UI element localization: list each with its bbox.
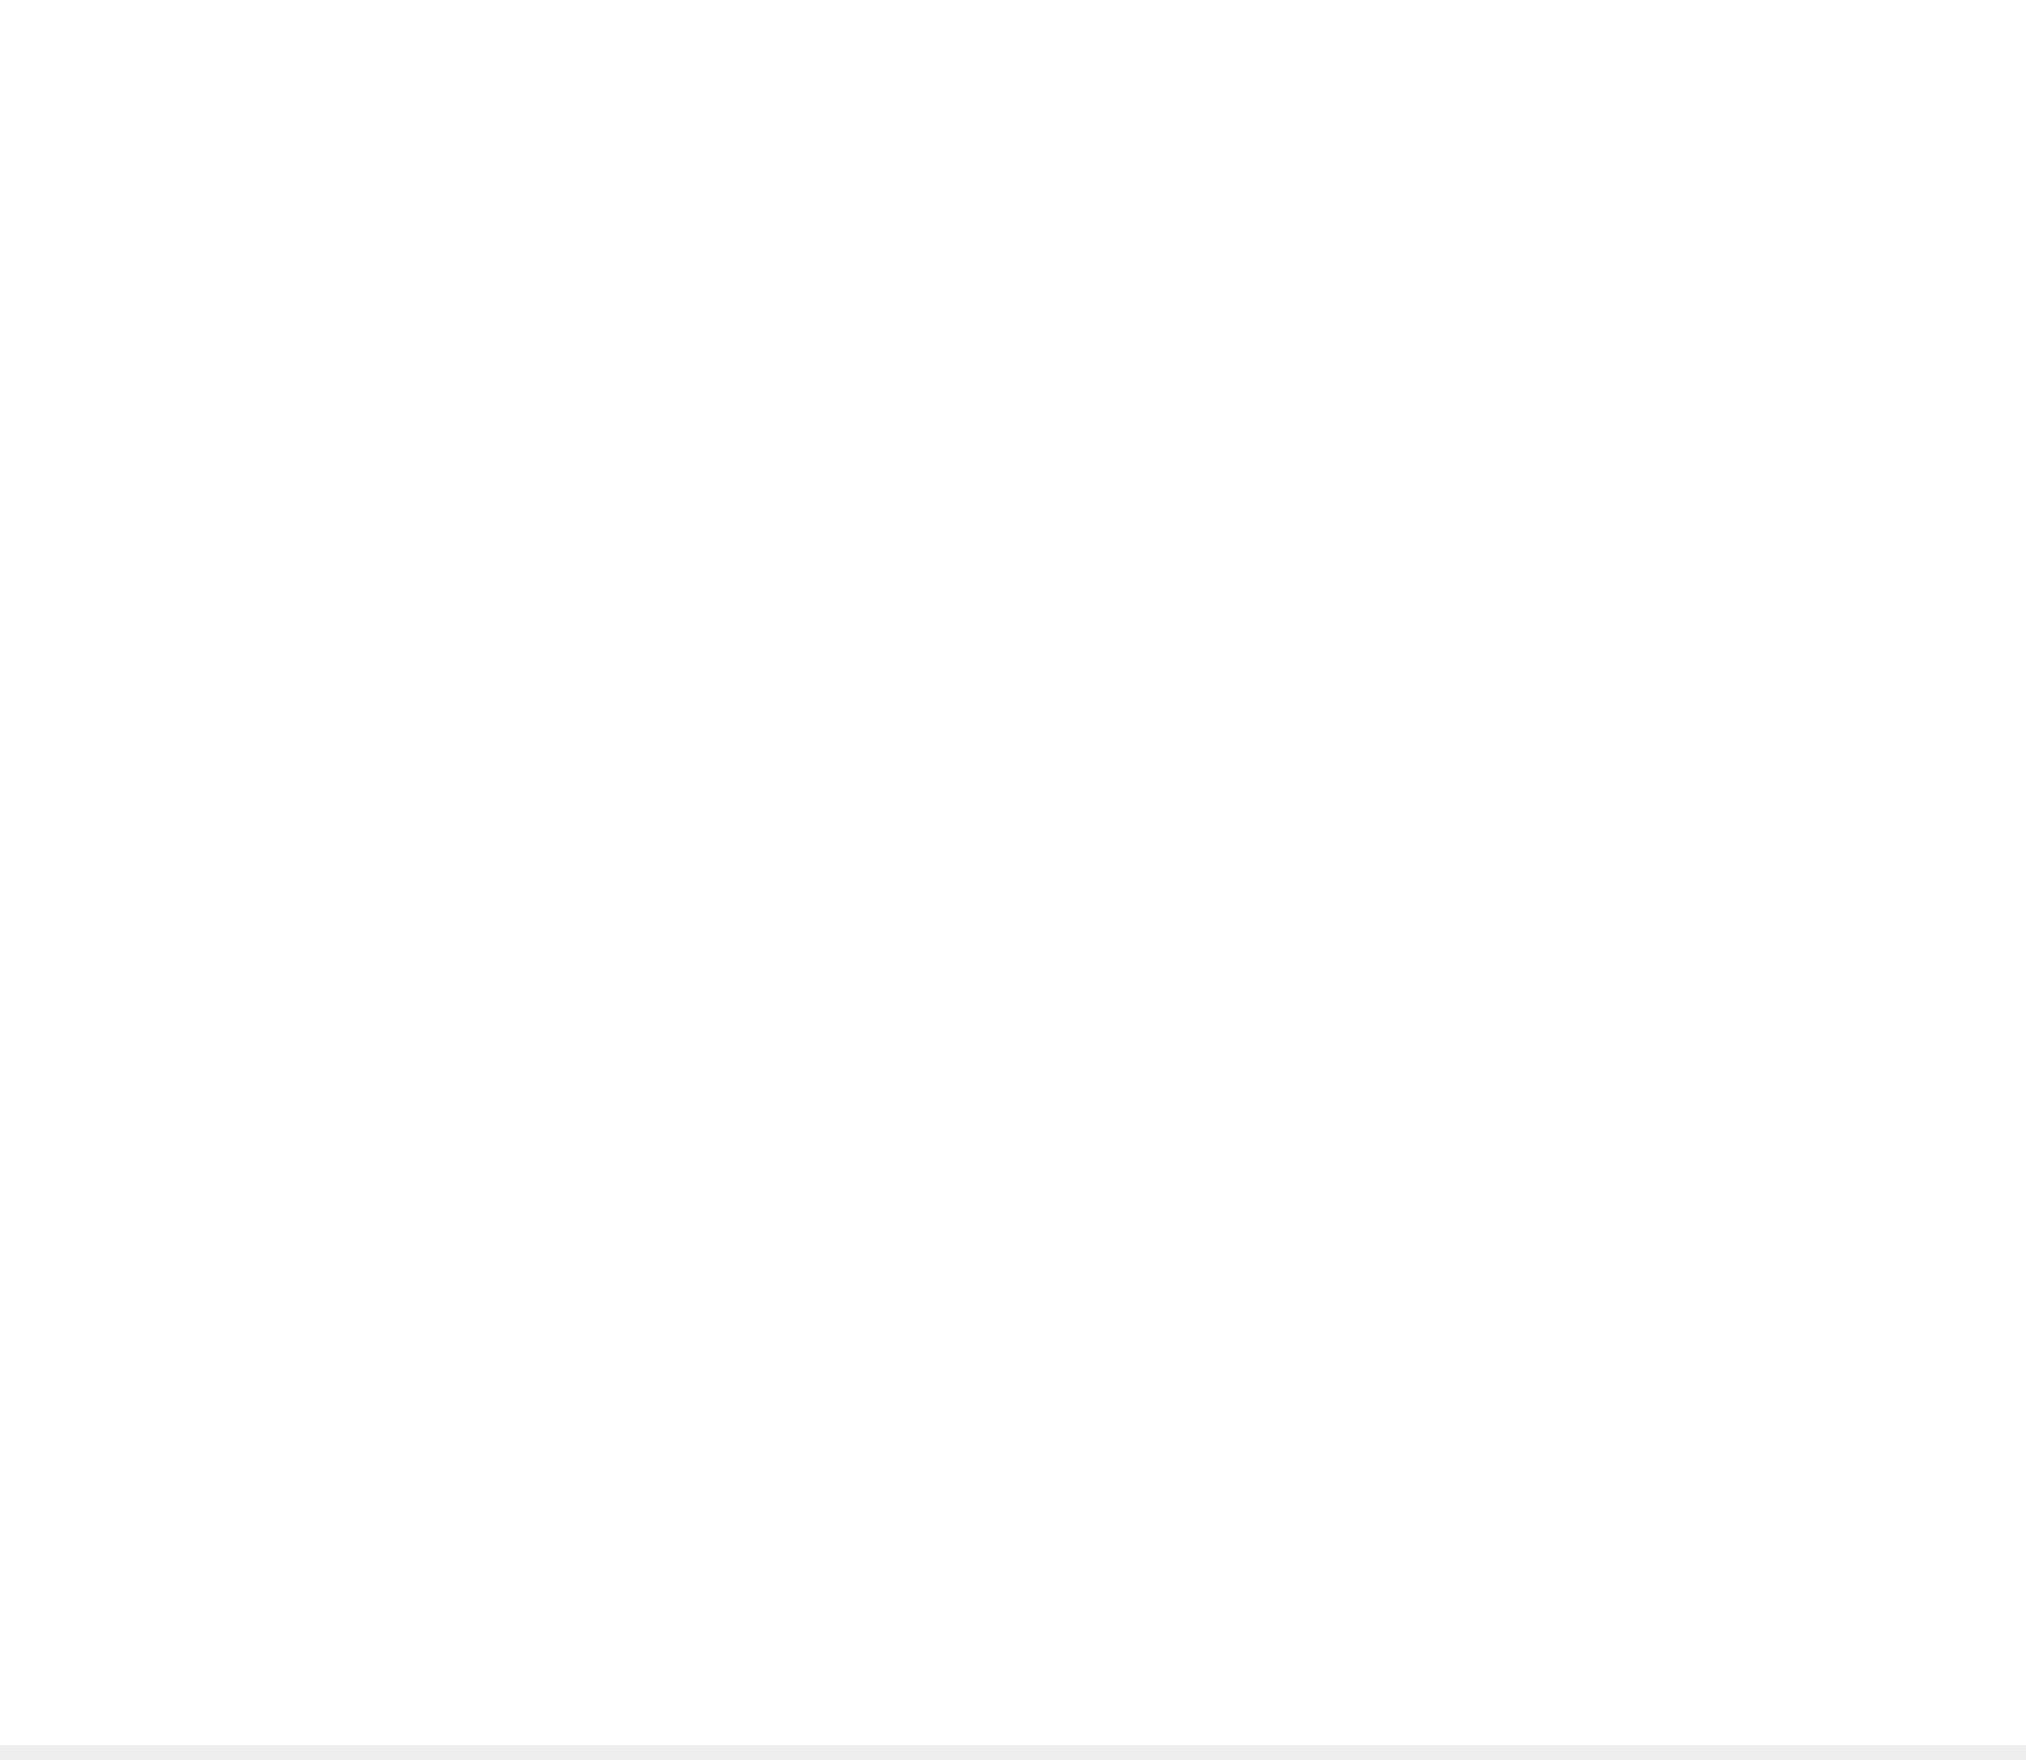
sales-by-product-category-chart [40, 1095, 2026, 1755]
sales-over-time-chart [40, 380, 2026, 995]
bottom-edge-strip [0, 1745, 2026, 1760]
